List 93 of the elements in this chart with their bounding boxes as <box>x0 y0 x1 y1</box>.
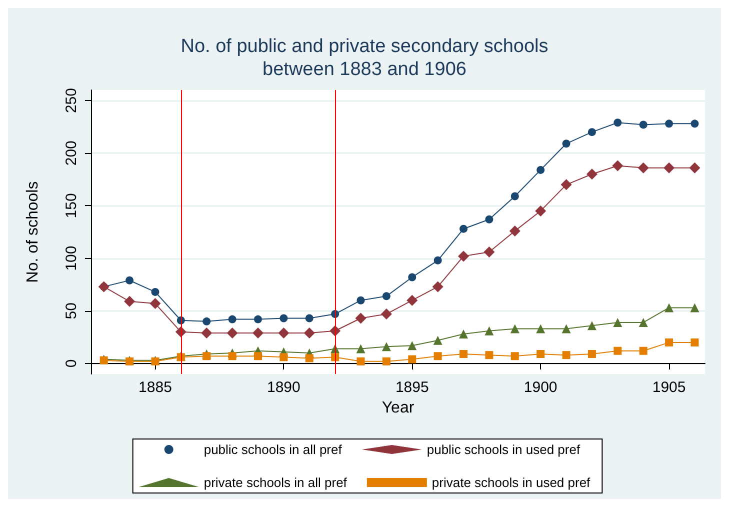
point <box>614 118 622 127</box>
point <box>612 160 624 172</box>
point <box>151 288 160 296</box>
point <box>510 324 520 334</box>
x-tick-label: 1895 <box>395 379 429 396</box>
point <box>201 327 212 338</box>
point <box>433 336 442 345</box>
point <box>280 314 288 322</box>
x-tick-label: 1885 <box>138 379 172 396</box>
point <box>689 162 700 174</box>
point <box>485 351 494 360</box>
point <box>510 192 519 200</box>
point <box>254 352 262 360</box>
point <box>459 330 468 339</box>
point <box>406 294 418 306</box>
point <box>613 318 622 327</box>
point <box>588 350 596 358</box>
point <box>665 338 674 346</box>
point <box>562 324 571 334</box>
point <box>560 179 572 190</box>
point <box>228 352 236 360</box>
point <box>226 327 238 338</box>
legend-label: private schools in all pref <box>204 475 348 490</box>
point <box>408 355 416 364</box>
point <box>536 166 545 174</box>
point <box>305 314 314 322</box>
point <box>458 250 470 262</box>
point <box>485 215 494 224</box>
point <box>380 308 392 320</box>
point <box>280 353 288 362</box>
point <box>382 292 390 300</box>
point <box>460 224 468 233</box>
y-tick-label: 100 <box>63 246 80 271</box>
point <box>408 273 416 282</box>
y-tick-label: 150 <box>63 193 80 218</box>
point <box>278 327 290 338</box>
point <box>252 327 264 338</box>
point <box>484 246 495 258</box>
point <box>510 352 519 360</box>
point <box>434 256 442 264</box>
point <box>664 303 674 312</box>
point <box>690 338 699 346</box>
y-tick-label: 200 <box>63 140 80 166</box>
point <box>639 120 648 129</box>
point <box>664 162 675 174</box>
point <box>124 296 136 307</box>
y-tick-label: 250 <box>63 88 80 114</box>
point <box>586 168 598 180</box>
x-tick-label: 1900 <box>524 379 558 396</box>
point <box>305 354 314 362</box>
y-tick-label: 50 <box>63 302 80 320</box>
legend-label: public schools in all pref <box>204 442 342 457</box>
point <box>202 352 211 360</box>
y-axis-title: No. of schools <box>24 181 42 283</box>
point <box>382 357 390 366</box>
point <box>665 120 674 128</box>
point <box>639 346 648 355</box>
point <box>638 162 649 174</box>
x-axis-title: Year <box>382 399 415 416</box>
legend-label: private schools in used pref <box>432 475 591 490</box>
point <box>355 312 366 324</box>
point <box>356 357 365 366</box>
point <box>126 276 134 284</box>
point <box>150 298 161 310</box>
point <box>690 303 700 312</box>
point <box>536 324 546 334</box>
x-tick-label: 1905 <box>652 379 686 396</box>
legend-label: public schools in used pref <box>426 442 580 457</box>
point <box>356 296 365 304</box>
point <box>432 281 444 292</box>
point <box>638 318 648 327</box>
chart-title: No. of public and private secondary schools between 1883 and 1906 <box>180 36 548 80</box>
point <box>484 326 494 336</box>
point <box>690 120 699 128</box>
x-tick-label: 1890 <box>266 379 300 396</box>
point <box>536 350 545 358</box>
point <box>228 315 236 324</box>
point <box>588 128 596 136</box>
point <box>460 350 468 358</box>
point <box>587 321 596 330</box>
point <box>202 317 211 326</box>
point <box>535 205 546 216</box>
point <box>562 351 570 360</box>
point <box>509 225 520 236</box>
point <box>434 352 442 360</box>
point <box>562 140 570 148</box>
point <box>356 344 366 354</box>
point <box>614 346 622 355</box>
y-tick-label: 0 <box>63 359 80 368</box>
point <box>254 315 262 324</box>
point <box>382 342 391 352</box>
point <box>408 341 417 350</box>
point <box>304 327 315 338</box>
